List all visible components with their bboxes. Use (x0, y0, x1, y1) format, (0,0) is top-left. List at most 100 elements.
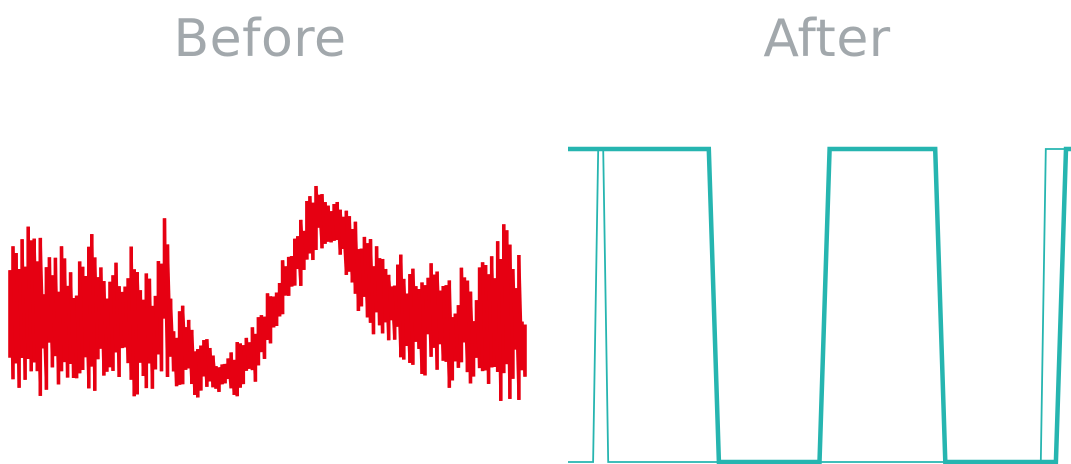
before-signal-connector (517, 254, 524, 371)
before-signal-connector (375, 246, 382, 326)
before-signal-connector (393, 285, 400, 327)
before-signal-connector (296, 236, 303, 286)
before-signal-connector (238, 343, 245, 385)
before-signal-connector (490, 256, 497, 368)
before-signal-connector (20, 239, 27, 380)
before-signal-connector (390, 286, 397, 340)
before-signal-connector (478, 267, 485, 372)
before-signal-connector (414, 286, 421, 349)
before-signal-connector (181, 305, 188, 370)
before-signal-connector (341, 216, 348, 275)
before-signal-connector (411, 268, 418, 342)
before-signal-connector (256, 317, 263, 353)
before-signal-connector (211, 355, 218, 389)
before-signal-connector (266, 293, 272, 344)
before-signal-connector (402, 278, 409, 346)
before-signal-connector (381, 258, 388, 323)
before-signal-connector (396, 264, 403, 358)
before-signal-connector (202, 340, 209, 387)
before-signal-connector (199, 345, 206, 377)
before-signal-connector (378, 258, 385, 334)
before-signal-connector (384, 268, 391, 341)
before-signal-connector (8, 270, 15, 380)
before-signal-connector (408, 274, 415, 365)
before-signal-connector (326, 205, 333, 243)
before-signal-connector (108, 281, 115, 371)
before-signal-connector (317, 194, 324, 249)
before-signal-connector (78, 261, 85, 371)
before-signal-connector (293, 238, 300, 270)
before-signal-connector (362, 236, 369, 318)
before-signal-connector (66, 285, 73, 365)
before-signal-connector (481, 262, 488, 371)
before-signal-connector (496, 241, 503, 401)
after-signal-line-1 (568, 146, 1071, 464)
before-signal-connector (505, 230, 512, 399)
before-signal-connector (472, 321, 478, 358)
before-signal-connector (323, 201, 330, 242)
before-signal-connector (44, 267, 51, 343)
before-signal-connector (281, 260, 288, 296)
before-signal-connector (196, 348, 203, 391)
before-signal-connector (53, 257, 60, 385)
before-signal-connector (93, 257, 100, 360)
before-signal-connector (359, 248, 366, 297)
before-signal-connector (129, 246, 136, 397)
before-signal-connector (223, 363, 230, 380)
before-signal-connector (305, 200, 312, 254)
before-signal-connector (50, 275, 57, 357)
before-signal-connector (332, 203, 339, 241)
before-signal-connector (308, 196, 315, 261)
before-signal-connector (353, 221, 360, 312)
before-signal-connector (60, 246, 66, 363)
before-signal-connector (32, 238, 39, 372)
before-signal-connector (105, 298, 112, 368)
before-signal-connector (399, 254, 406, 360)
before-signal-connector (420, 282, 427, 376)
before-signal-connector (302, 230, 309, 260)
before-signal-connector (520, 321, 527, 377)
before-signal-connector (311, 202, 318, 251)
before-signal-connector (232, 359, 239, 397)
before-signal-connector (126, 278, 133, 380)
before-signal-connector (120, 291, 127, 348)
before-signal-connector (444, 285, 451, 388)
before-signal-connector (123, 286, 130, 364)
before-signal-connector (150, 305, 157, 370)
before-signal-connector (247, 342, 254, 371)
before-signal-connector (35, 261, 42, 396)
before-signal-connector (417, 288, 424, 375)
before-signal-connector (178, 311, 185, 385)
after-signal-line-2 (568, 148, 1071, 463)
before-signal-connector (475, 300, 482, 369)
before-signal-connector (263, 316, 269, 341)
before-signal-connector (166, 244, 173, 357)
before-signal-connector (29, 240, 36, 363)
before-signal-connector (356, 249, 363, 307)
before-signal-connector (84, 275, 91, 389)
before-signal-connector (453, 313, 460, 368)
after-chart-title: After (763, 9, 891, 69)
before-signal-connector (184, 327, 191, 369)
before-plot (8, 185, 527, 401)
before-signal-connector (269, 296, 276, 328)
before-signal-connector (241, 345, 248, 371)
before-signal-connector (441, 285, 448, 362)
before-signal-connector (493, 278, 500, 372)
before-signal-connector (114, 262, 121, 378)
before-signal-connector (314, 185, 321, 228)
before-signal-connector (278, 282, 285, 315)
before-signal-connector (511, 268, 518, 350)
before-signal-connector (429, 263, 436, 348)
before-signal-connector (387, 274, 394, 321)
before-signal-connector (329, 211, 336, 241)
before-signal-connector (484, 264, 491, 384)
before-signal-connector (26, 226, 33, 372)
before-signal-connector (366, 243, 372, 323)
before-signal-connector (284, 266, 291, 296)
before-signal-connector (214, 366, 221, 393)
before-signal-connector (141, 299, 148, 389)
before-signal-connector (90, 234, 97, 391)
before-signal-connector (287, 256, 294, 287)
before-signal-connector (138, 290, 145, 377)
